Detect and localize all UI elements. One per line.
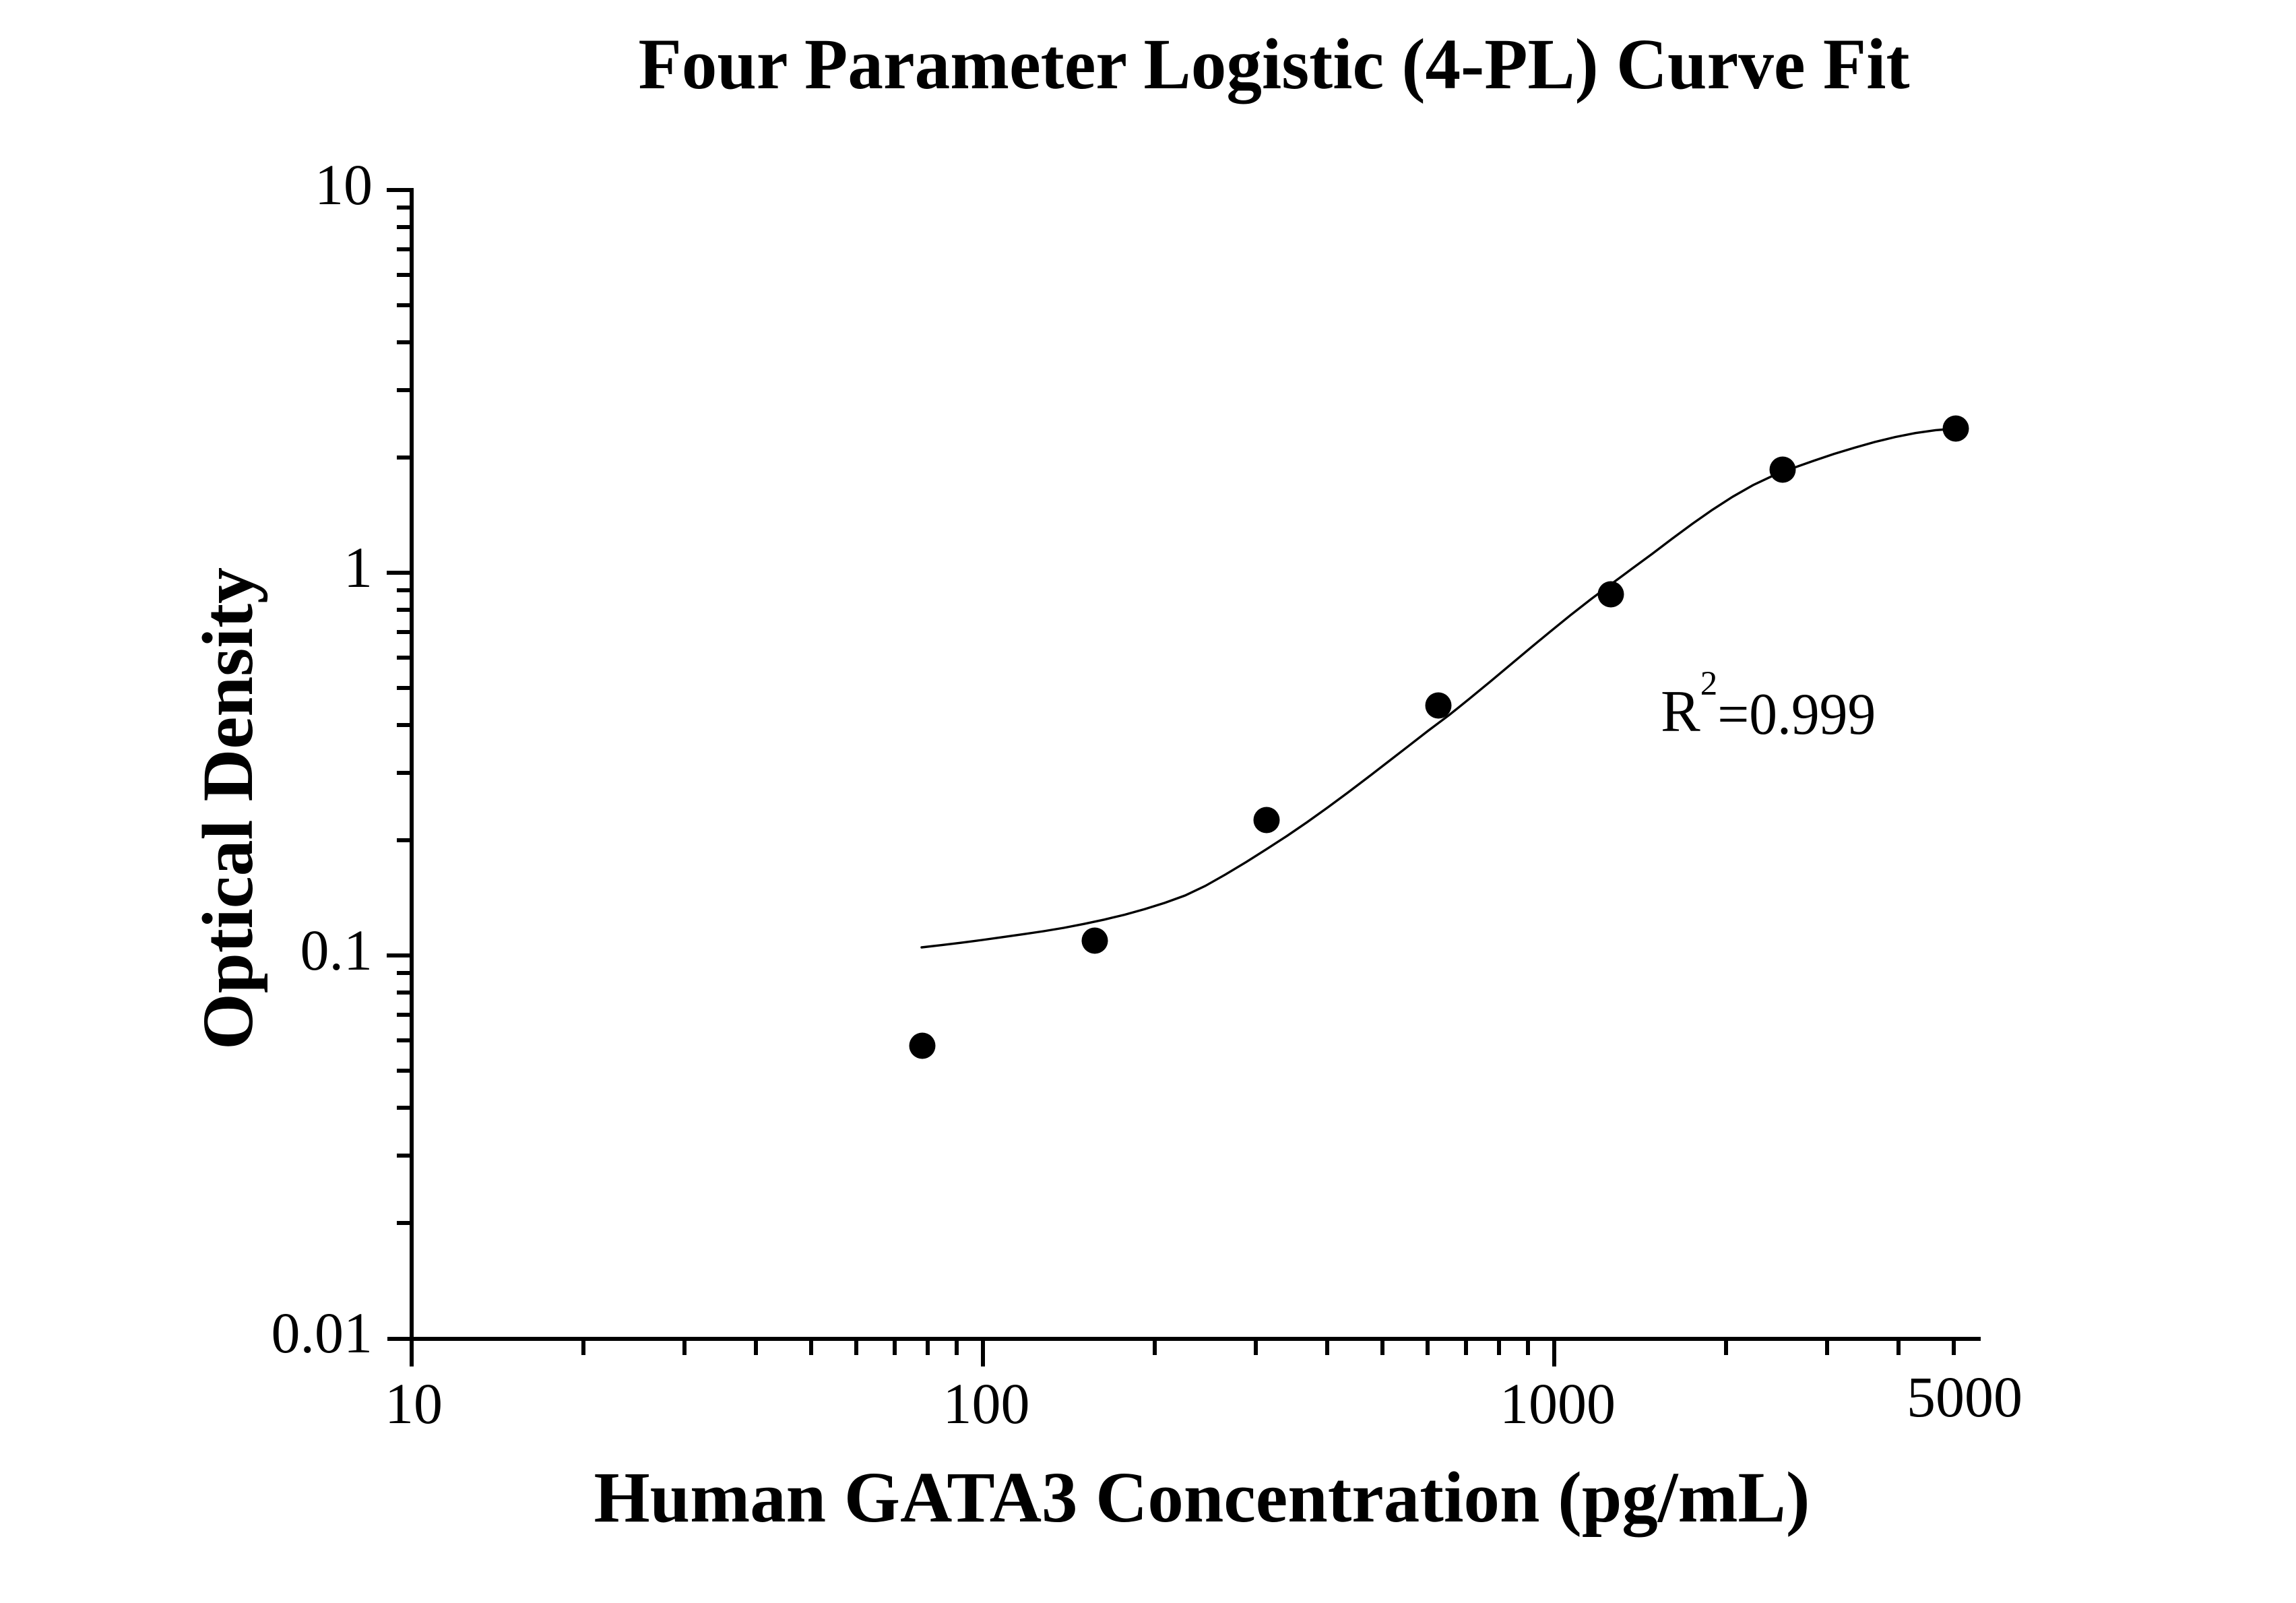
svg-text:100: 100 <box>943 1371 1030 1436</box>
svg-text:Optical Density: Optical Density <box>189 567 268 1050</box>
svg-text:10: 10 <box>315 152 373 217</box>
svg-text:1000: 1000 <box>1500 1371 1616 1436</box>
svg-text:1: 1 <box>344 535 373 600</box>
svg-text:10: 10 <box>385 1371 443 1436</box>
svg-text:0.01: 0.01 <box>272 1300 373 1365</box>
svg-text:Human GATA3 Concentration (pg/: Human GATA3 Concentration (pg/mL) <box>594 1458 1810 1538</box>
svg-text:0.1: 0.1 <box>300 918 373 982</box>
svg-text:5000: 5000 <box>1907 1364 2022 1429</box>
svg-text:Four Parameter Logistic (4-PL): Four Parameter Logistic (4-PL) Curve Fit <box>639 25 1910 104</box>
